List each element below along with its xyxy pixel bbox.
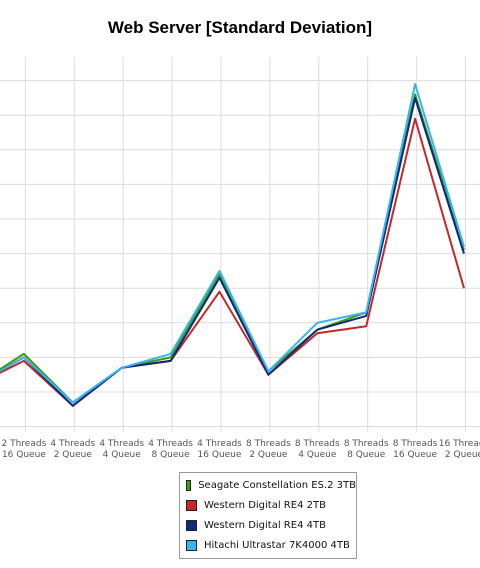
x-tick-label: 8 Threads 4 Queue bbox=[295, 439, 340, 460]
x-tick-label: 8 Threads 2 Queue bbox=[246, 439, 291, 460]
legend-label: Western Digital RE4 2TB bbox=[204, 499, 326, 511]
legend-label: Western Digital RE4 4TB bbox=[204, 519, 326, 531]
series-line-3 bbox=[0, 96, 465, 407]
chart-title: Web Server [Standard Deviation] bbox=[107, 18, 373, 37]
x-tick-label: 4 Threads 4 Queue bbox=[99, 439, 144, 460]
series-line-2 bbox=[0, 117, 465, 407]
legend-label: Hitachi Ultrastar 7K4000 4TB bbox=[204, 539, 350, 551]
x-tick-label: 4 Threads 8 Queue bbox=[148, 439, 193, 460]
x-tick-label: 8 Threads 16 Queue bbox=[393, 439, 438, 460]
legend-item: Seagate Constellation ES.2 3TB bbox=[180, 475, 356, 495]
x-tick-label: 4 Threads 2 Queue bbox=[50, 439, 95, 460]
legend-swatch bbox=[186, 539, 197, 551]
x-tick-label: 8 Threads 8 Queue bbox=[344, 439, 389, 460]
legend-label: Seagate Constellation ES.2 3TB bbox=[198, 479, 356, 491]
x-tick-label: 4 Threads 16 Queue bbox=[197, 439, 242, 460]
legend-swatch bbox=[186, 499, 197, 511]
series-line-4 bbox=[0, 83, 465, 404]
legend-swatch bbox=[186, 479, 192, 491]
legend-item: Hitachi Ultrastar 7K4000 4TB bbox=[180, 535, 356, 555]
x-tick-label: 2 Threads 16 Queue bbox=[2, 439, 47, 460]
legend: Seagate Constellation ES.2 3TB Western Di… bbox=[179, 472, 357, 559]
legend-item: Western Digital RE4 2TB bbox=[180, 495, 356, 515]
series-line-1 bbox=[0, 93, 465, 404]
legend-swatch bbox=[186, 519, 197, 531]
legend-item: Western Digital RE4 4TB bbox=[180, 515, 356, 535]
